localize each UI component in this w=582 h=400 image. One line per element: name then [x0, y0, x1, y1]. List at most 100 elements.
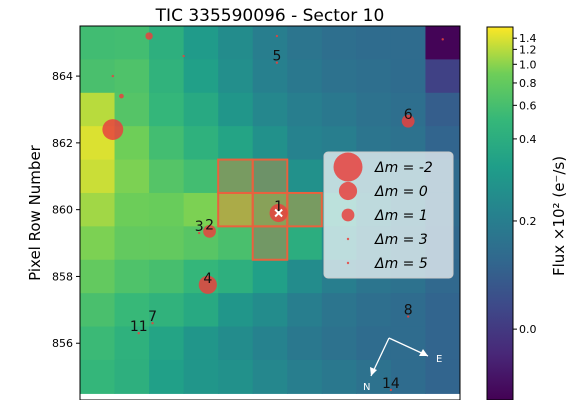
- heatmap-cell: [252, 159, 288, 194]
- heatmap-cell: [183, 293, 219, 328]
- heatmap-cell: [218, 159, 254, 194]
- heatmap-cell: [114, 359, 150, 394]
- plot-frame: [79, 25, 461, 400]
- star-marker: [111, 74, 115, 78]
- heatmap-cell: [218, 92, 254, 127]
- legend-entry: Δm = 1: [374, 208, 428, 224]
- heatmap-cell: [149, 192, 185, 227]
- heatmap-cell: [390, 59, 427, 94]
- colorbar-label: Flux ×10² (e⁻/s): [550, 156, 568, 276]
- y-tick-label: 860: [52, 204, 73, 217]
- heatmap-cell: [321, 293, 357, 328]
- heatmap-cell: [390, 359, 427, 394]
- heatmap-cell: [252, 359, 288, 394]
- legend-entry: Δm = 3: [374, 232, 428, 248]
- heatmap-cell: [80, 293, 116, 328]
- heatmap-cell: [252, 293, 288, 328]
- heatmap-cell: [80, 26, 116, 60]
- heatmap-cell: [218, 192, 254, 227]
- heatmap-cell: [287, 26, 323, 60]
- heatmap-cell: [114, 293, 150, 328]
- heatmap-cell: [356, 92, 392, 127]
- heatmap-cell: [183, 359, 219, 394]
- heatmap-cell: [287, 226, 323, 261]
- heatmap-cell: [80, 326, 116, 361]
- legend-entry: Δm = 0: [374, 184, 428, 200]
- heatmap-cell: [114, 259, 150, 294]
- heatmap-cell: [252, 326, 288, 361]
- heatmap-cell: [218, 326, 254, 361]
- heatmap-cell: [149, 359, 185, 394]
- heatmap-cell: [252, 226, 288, 261]
- heatmap-cell: [183, 159, 219, 194]
- compass-north-arrowhead: [370, 367, 377, 376]
- heatmap-cell: [356, 26, 392, 60]
- heatmap-cell: [183, 192, 219, 227]
- heatmap-cell: [287, 359, 323, 394]
- heatmap-cell: [321, 26, 357, 60]
- star-label: 2: [205, 217, 214, 233]
- aperture-pixel: [217, 191, 254, 228]
- heatmap-cell: [80, 259, 116, 294]
- heatmap-cell: [149, 259, 185, 294]
- star-marker: [275, 34, 279, 38]
- heatmap-cell: [149, 326, 185, 361]
- heatmap-cell: [114, 192, 150, 227]
- star-marker: [145, 32, 153, 40]
- heatmap-cell: [114, 92, 150, 127]
- star-marker: [441, 38, 444, 41]
- heatmap-cell: [287, 59, 323, 94]
- legend-marker: [346, 237, 350, 241]
- y-axis: 856 858 860 862 864: [52, 70, 80, 350]
- chart-title: TIC 335590096 - Sector 10: [155, 6, 385, 26]
- star-marker: [182, 54, 185, 58]
- heatmap-cell: [149, 226, 185, 261]
- heatmap-cell: [252, 126, 288, 161]
- heatmap-cell: [425, 26, 460, 60]
- heatmap-cell: [80, 226, 116, 261]
- heatmap-cell: [114, 26, 150, 60]
- star-marker: [151, 321, 154, 325]
- colorbar-tick-label: 0.2: [519, 215, 537, 228]
- star-label: 5: [272, 49, 281, 65]
- heatmap-cell: [80, 159, 116, 194]
- colorbar-tick-label: 0.4: [519, 133, 537, 146]
- heatmap-cell: [425, 326, 460, 361]
- star-label: 1: [274, 199, 283, 215]
- star-label: 8: [404, 303, 413, 319]
- heatmap-cell: [321, 326, 357, 361]
- compass-east-arrowhead: [419, 349, 428, 356]
- compass-east-label: E: [436, 354, 442, 365]
- heatmap-cell: [321, 92, 357, 127]
- colorbar-tick-label: 1.0: [519, 58, 537, 71]
- heatmap-cell: [321, 359, 357, 394]
- heatmap-cell: [425, 293, 460, 328]
- heatmap-cell: [183, 92, 219, 127]
- heatmap-cell: [114, 59, 150, 94]
- heatmap-cell: [114, 159, 150, 194]
- star-label: 11: [130, 319, 148, 335]
- compass: EN: [363, 337, 442, 393]
- y-axis-label: Pixel Row Number: [26, 144, 44, 281]
- heatmap-cell: [218, 126, 254, 161]
- y-tick-label: 864: [52, 70, 73, 83]
- colorbar-tick-label: 1.2: [519, 43, 537, 56]
- heatmap-cell: [356, 326, 392, 361]
- heatmap-cell: [149, 159, 185, 194]
- heatmap-cell: [287, 259, 323, 294]
- legend-marker: [341, 208, 355, 222]
- heatmap-cell: [252, 59, 288, 94]
- legend-entry: Δm = 5: [374, 256, 428, 272]
- heatmap-cell: [183, 26, 219, 60]
- heatmap-cell: [356, 359, 392, 394]
- heatmap-cell: [287, 159, 323, 194]
- aperture-pixel: [286, 191, 323, 228]
- colorbar: [486, 26, 514, 400]
- heatmap-cell: [218, 293, 254, 328]
- heatmap-cell: [356, 293, 392, 328]
- star-label: 3: [195, 219, 204, 235]
- heatmap-cell: [149, 26, 185, 60]
- heatmap-cell: [390, 293, 427, 328]
